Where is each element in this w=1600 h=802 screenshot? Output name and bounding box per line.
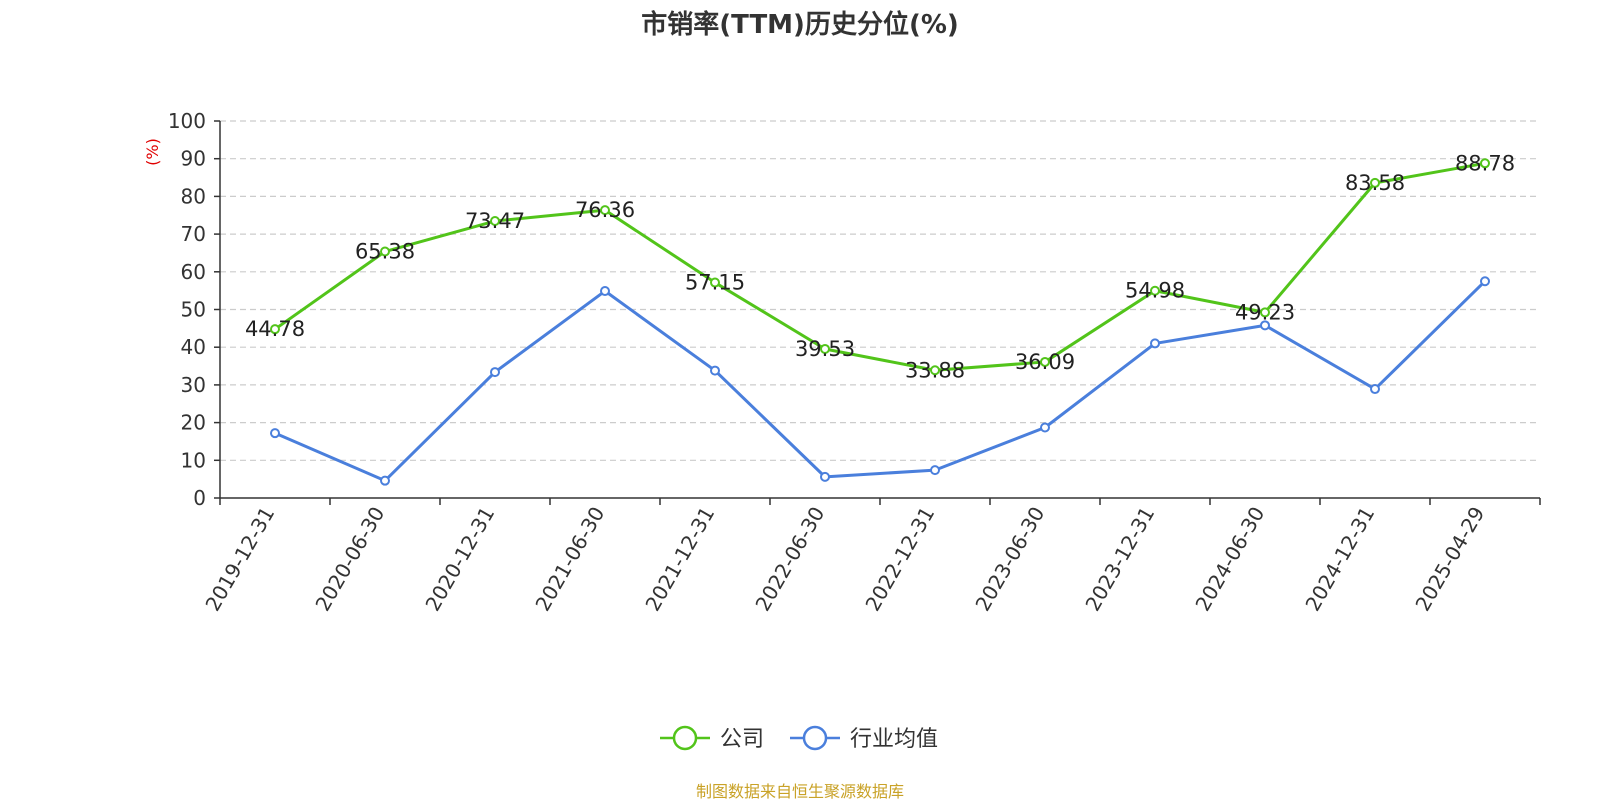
y-tick-label: 40 [181,335,206,359]
y-tick-label: 50 [181,298,206,322]
data-point [1260,320,1270,331]
x-tick-label: 2023-06-30 [970,503,1049,616]
data-label: 83.58 [1345,171,1405,195]
y-tick-label: 20 [181,411,206,435]
data-point [930,365,940,376]
x-tick-label: 2022-12-31 [860,503,939,616]
data-label: 36.09 [1015,350,1075,374]
data-label: 33.88 [905,358,965,382]
source-note: 制图数据来自恒生聚源数据库 [695,782,904,801]
x-tick-label: 2020-12-31 [420,503,499,616]
data-point [1370,177,1380,188]
x-tick-label: 2024-06-30 [1190,503,1269,616]
y-tick-label: 90 [181,147,206,171]
data-point [1150,338,1160,349]
legend-label: 公司 [720,727,764,752]
legend-label: 行业均值 [850,727,938,752]
y-axis-label: (%) [143,138,162,166]
y-tick-label: 0 [193,486,206,510]
data-point [820,343,830,354]
data-point [1370,384,1380,395]
legend-symbol-marker [672,725,698,751]
data-label: 76.36 [575,198,635,222]
x-tick-label: 2025-04-29 [1410,503,1489,616]
data-point [600,286,610,297]
grid-lines [220,120,1540,461]
data-point [1150,285,1160,296]
data-point [710,365,720,376]
x-tick-label: 2022-06-30 [750,503,829,616]
x-tick-label: 2024-12-31 [1300,503,1379,616]
data-label: 54.98 [1125,279,1185,303]
data-point [270,428,280,439]
data-label: 88.78 [1455,151,1515,175]
x-tick-label: 2019-12-31 [200,503,279,616]
legend: 公司 行业均值 [660,725,938,752]
y-tick-label: 10 [181,448,206,472]
data-point [1480,276,1490,287]
data-point [710,277,720,288]
data-point [380,475,390,486]
data-point [1040,356,1050,367]
data-point [600,205,610,216]
data-point [1480,158,1490,169]
y-tick-label: 80 [181,184,206,208]
data-label: 65.38 [355,240,415,264]
axes: 0 10 20 30 40 50 60 70 80 90 100 2019-12-31 2020-06-… [168,109,1541,616]
legend-symbol-marker [802,725,828,751]
data-label: 73.47 [465,209,525,233]
data-point [820,471,830,482]
data-point [380,246,390,257]
series-group: 44.78 65.38 73.47 76.36 57.15 39.53 33.88 36.09… [245,151,1515,486]
x-tick-label: 2021-12-31 [640,503,719,616]
y-tick-label: 30 [181,373,206,397]
chart-title: 市销率(TTM)历史分位(%) [641,10,959,40]
data-label: 39.53 [795,337,855,361]
data-point [270,324,280,335]
series-line [274,280,1487,483]
series-line [274,161,1486,372]
data-point [1040,422,1050,433]
x-tick-label: 2021-06-30 [530,503,609,616]
data-point [490,367,500,378]
y-tick-label: 100 [168,109,206,133]
data-point [490,216,500,227]
x-tick-label: 2020-06-30 [310,503,389,616]
y-tick-label: 60 [181,260,206,284]
y-tick-label: 70 [181,222,206,246]
data-point [930,465,940,476]
x-tick-label: 2023-12-31 [1080,503,1159,616]
data-label: 57.15 [685,271,745,295]
data-label: 44.78 [245,317,305,341]
data-point [1260,307,1270,318]
